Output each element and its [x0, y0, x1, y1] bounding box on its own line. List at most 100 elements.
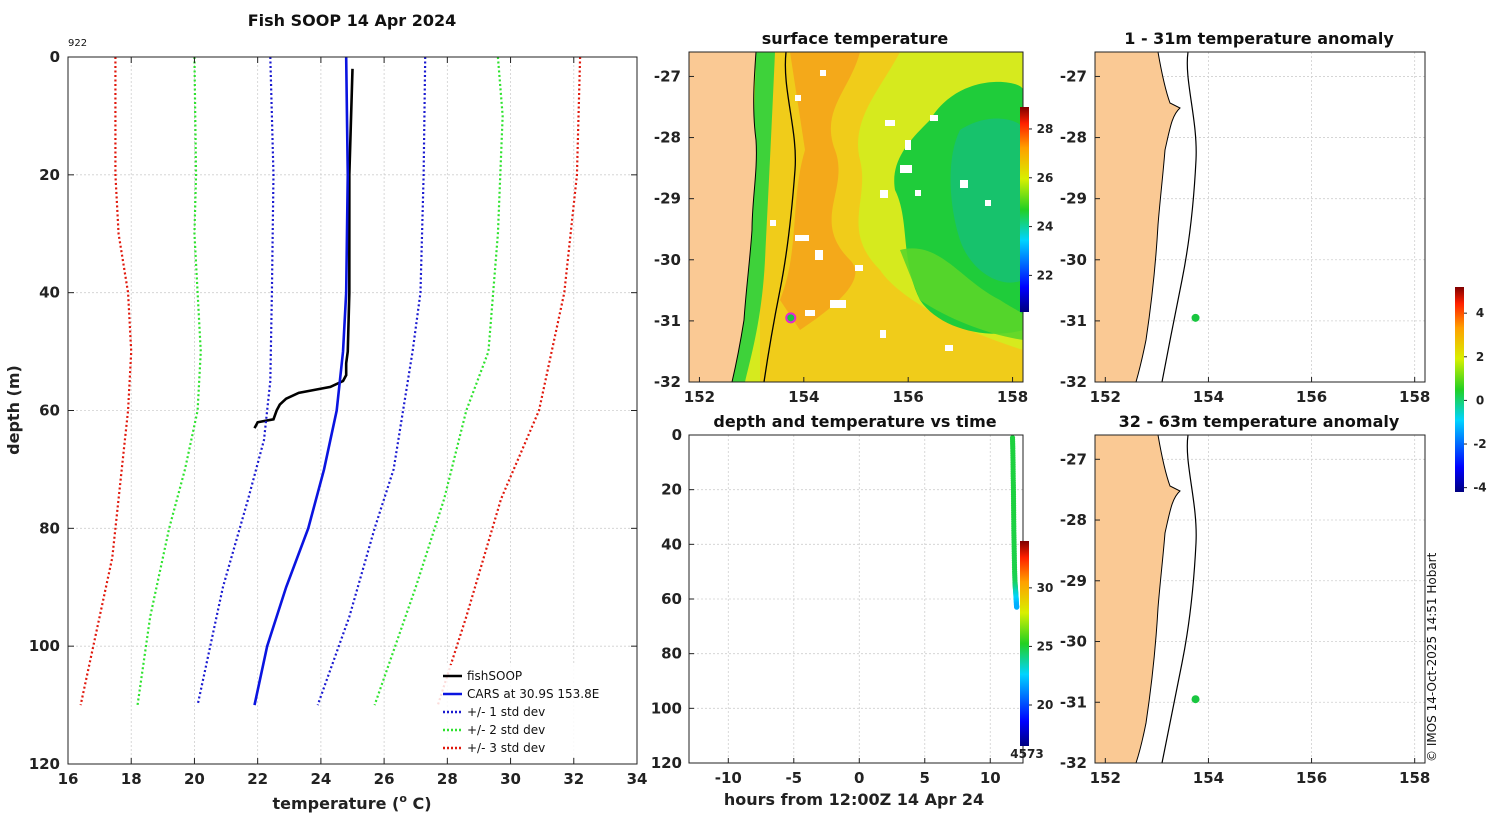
sst-isobath: [763, 52, 797, 382]
y-tick-label: -29: [1060, 572, 1087, 590]
timeseries-axes-box: [688, 434, 1024, 764]
y-tick-label: -32: [1060, 754, 1087, 772]
sst-location-marker: [785, 312, 797, 324]
x-tick-label: 154: [788, 388, 819, 406]
timeseries-colorbar-label: 4573: [1010, 747, 1043, 761]
y-tick-label: -31: [654, 312, 681, 330]
std2-line: [136, 57, 202, 706]
y-tick-label: -27: [1060, 450, 1087, 468]
anomaly-deep-marker: [1191, 695, 1200, 704]
y-tick-label: -28: [1060, 129, 1087, 147]
anomaly-deep-x-ticks: 152 154 156 158: [1090, 758, 1430, 787]
sst-field: [689, 52, 1023, 382]
sst-colorbar-ticks: 22 24 26 28: [1029, 122, 1053, 282]
colorbar-tick-label: 24: [1037, 220, 1054, 234]
x-tick-label: 20: [184, 770, 205, 788]
profile-corner-label: 922: [68, 38, 87, 49]
legend-label: CARS at 30.9S 153.8E: [467, 687, 599, 701]
x-tick-label: 152: [1090, 388, 1121, 406]
x-tick-label: 5: [920, 769, 930, 787]
anomaly-colorbar: [1455, 287, 1464, 492]
timeseries-y-ticks: 0 20 40 60 80 100 120: [651, 426, 694, 772]
anomaly-shallow-land: [1095, 52, 1181, 382]
colorbar-tick-label: -2: [1473, 437, 1486, 451]
y-tick-label: -29: [654, 190, 681, 208]
x-tick-label: 152: [1090, 769, 1121, 787]
profile-xlabel: temperature (o C): [272, 792, 431, 813]
sst-title: surface temperature: [762, 29, 949, 48]
std3-line: [436, 57, 582, 706]
anomaly-shallow-panel: 1 - 31m temperature anomaly 152 154 156 158…: [1060, 29, 1430, 406]
legend-label: +/- 3 std dev: [467, 741, 545, 755]
legend-label: +/- 1 std dev: [467, 705, 545, 719]
colorbar-tick-label: 25: [1037, 639, 1054, 653]
x-tick-label: 158: [1399, 769, 1430, 787]
x-tick-label: -10: [715, 769, 742, 787]
timeseries-x-ticks: -10 -5 0 5 10: [715, 758, 1001, 787]
x-tick-label: 30: [500, 770, 521, 788]
colorbar-tick-label: 2: [1476, 350, 1484, 364]
anomaly-shallow-map: [1095, 52, 1197, 382]
profile-y-ticks: 0 20 40 60 80 100 120: [29, 48, 637, 773]
x-tick-label: 16: [58, 770, 79, 788]
y-tick-label: -28: [1060, 511, 1087, 529]
y-tick-label: 0: [50, 48, 60, 66]
colorbar-tick-label: 30: [1037, 581, 1054, 595]
sst-map-panel: surface temperature: [654, 29, 1053, 406]
profile-grid: [67, 56, 638, 765]
anomaly-deep-map: [1095, 435, 1197, 763]
profile-series: [79, 57, 582, 706]
sst-colorbar: [1020, 107, 1029, 312]
anomaly-shallow-y-ticks: -27 -28 -29 -30 -31 -32: [1060, 67, 1100, 391]
sst-cool-filament: [900, 248, 1023, 340]
y-tick-label: 120: [29, 755, 60, 773]
x-tick-label: 154: [1193, 388, 1224, 406]
cars-line: [253, 57, 350, 706]
y-tick-label: 60: [39, 402, 60, 420]
y-tick-label: 0: [672, 426, 682, 444]
anomaly-shallow-x-ticks: 152 154 156 158: [1090, 377, 1430, 406]
sst-cloud-gaps: [770, 70, 991, 351]
x-tick-label: 24: [310, 770, 331, 788]
timeseries-colorbar: [1020, 541, 1029, 746]
x-tick-label: 0: [854, 769, 864, 787]
anomaly-deep-panel: 32 - 63m temperature anomaly 152 154 156 15…: [1060, 412, 1430, 787]
x-tick-label: 156: [1296, 769, 1327, 787]
x-tick-label: 28: [437, 770, 458, 788]
x-tick-label: 156: [1296, 388, 1327, 406]
x-tick-label: 22: [247, 770, 268, 788]
y-tick-label: 80: [39, 519, 60, 537]
anomaly-deep-title: 32 - 63m temperature anomaly: [1119, 412, 1400, 431]
anomaly-shallow-title: 1 - 31m temperature anomaly: [1124, 29, 1394, 48]
legend-label: +/- 2 std dev: [467, 723, 545, 737]
y-tick-label: 20: [661, 481, 682, 499]
x-tick-label: 158: [997, 388, 1028, 406]
y-tick-label: 40: [39, 284, 60, 302]
y-tick-label: 40: [661, 535, 682, 553]
std1-line: [196, 57, 275, 706]
y-tick-label: -27: [654, 67, 681, 85]
y-tick-label: 100: [651, 699, 682, 717]
std2-line: [373, 57, 504, 706]
anomaly-colorbar-ticks: 4 2 0 -2 -4: [1464, 306, 1487, 495]
std3-line: [79, 57, 133, 706]
colorbar-tick-label: 26: [1037, 171, 1054, 185]
legend-label: fishSOOP: [467, 669, 522, 683]
sst-land: [689, 52, 757, 382]
timeseries-grid: [689, 434, 1023, 764]
profile-title: Fish SOOP 14 Apr 2024: [248, 11, 457, 30]
anomaly-deep-land: [1095, 435, 1181, 763]
legend-item: +/- 3 std dev: [443, 741, 545, 755]
colorbar-tick-label: 0: [1476, 393, 1484, 407]
timeseries-xlabel: hours from 12:00Z 14 Apr 24: [724, 790, 984, 809]
anomaly-shallow-marker: [1191, 313, 1200, 322]
colorbar-tick-label: 20: [1037, 698, 1054, 712]
y-tick-label: 100: [29, 637, 60, 655]
x-tick-label: 154: [1193, 769, 1224, 787]
colorbar-tick-label: 22: [1037, 268, 1054, 282]
y-tick-label: -28: [654, 129, 681, 147]
colorbar-tick-label: 4: [1476, 306, 1484, 320]
y-tick-label: -29: [1060, 190, 1087, 208]
sst-y-ticks: -27 -28 -29 -30 -31 -32: [654, 67, 694, 391]
